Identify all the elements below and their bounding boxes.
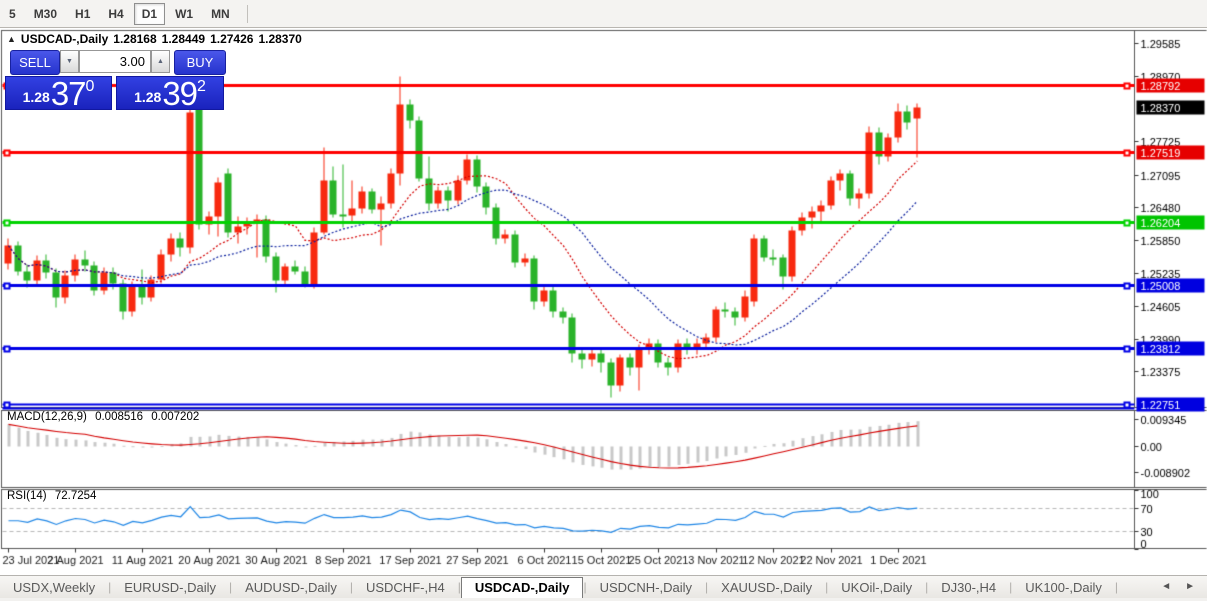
tab-scroll-right-icon[interactable]: ► — [1185, 580, 1195, 592]
timeframe-button-M30[interactable]: M30 — [33, 6, 58, 21]
tab-separator: | — [228, 580, 233, 594]
ohlc-open: 1.28168 — [113, 32, 157, 46]
tab-separator: | — [349, 580, 353, 594]
sell-button[interactable]: SELL — [10, 50, 60, 75]
timeframe-button-H1[interactable]: H1 — [75, 6, 91, 21]
buy-price-quote[interactable]: 1.28 39 2 — [116, 76, 224, 110]
tab-separator: | — [457, 580, 461, 594]
sell-price-big-digits: 37 — [50, 74, 87, 112]
price-chart-canvas[interactable] — [0, 28, 1207, 571]
chart-tab-usdchf-h4[interactable]: USDCHF-,H4 — [365, 580, 445, 595]
volume-input[interactable]: 3.00 — [79, 50, 151, 73]
chart-tab-bar: USDX,Weekly | EURUSD-,Daily | AUDUSD-,Daily |… — [0, 575, 1207, 598]
tab-separator: | — [108, 580, 112, 594]
chart-window: ▲ USDCAD-,Daily 1.28168 1.28449 1.27426 … — [0, 28, 1207, 571]
tab-separator: | — [1114, 580, 1118, 594]
chart-tab-usdx-weekly[interactable]: USDX,Weekly — [13, 580, 96, 595]
tab-scroll-left-icon[interactable]: ◄ — [1161, 580, 1172, 592]
volume-increment-button[interactable]: ▲ — [151, 50, 170, 73]
timeframe-button-5[interactable]: 5 — [9, 6, 16, 21]
rsi-indicator-label: RSI(14) 72.7254 — [7, 490, 101, 502]
volume-decrement-button[interactable]: ▼ — [60, 50, 79, 73]
timeframe-toolbar: 5 M30 H1 H4 D1 W1 MN — [0, 0, 1207, 28]
toolbar-separator — [246, 4, 248, 23]
ohlc-close: 1.28370 — [258, 32, 302, 46]
chart-tab-usdcad-daily[interactable]: USDCAD-,Daily — [460, 577, 584, 598]
buy-button[interactable]: BUY — [174, 50, 226, 75]
tab-separator: | — [583, 580, 587, 594]
macd-indicator-label: MACD(12,26,9) 0.008516 0.007202 — [7, 411, 204, 423]
chart-tab-ukoil-daily[interactable]: UKOil-,Daily — [841, 580, 913, 595]
macd-name: MACD(12,26,9) — [7, 411, 87, 423]
status-strip — [0, 598, 1207, 601]
tab-separator: | — [925, 580, 929, 594]
chart-ohlc-title: ▲ USDCAD-,Daily 1.28168 1.28449 1.27426 … — [7, 32, 302, 46]
chart-tab-xauusd-daily[interactable]: XAUUSD-,Daily — [721, 580, 813, 595]
symbol-period-label: USDCAD-,Daily — [20, 32, 109, 46]
chevron-up-icon: ▲ — [157, 58, 164, 65]
tab-separator: | — [1009, 580, 1013, 594]
tab-scroll-controls: ◄ ► — [1161, 575, 1195, 597]
chart-tab-dj30-h4[interactable]: DJ30-,H4 — [941, 580, 997, 595]
macd-value: 0.008516 — [95, 411, 144, 423]
ohlc-high: 1.28449 — [161, 32, 206, 46]
buy-price-prefix: 1.28 — [134, 89, 162, 105]
sell-price-prefix: 1.28 — [22, 89, 50, 105]
buy-price-pip-digit: 2 — [197, 78, 206, 95]
ohlc-low: 1.27426 — [210, 32, 254, 46]
chart-tab-usdcnh-daily[interactable]: USDCNH-,Daily — [599, 580, 693, 595]
rsi-name: RSI(14) — [7, 490, 47, 502]
macd-signal-value: 0.007202 — [151, 411, 200, 423]
timeframe-button-H4[interactable]: H4 — [108, 6, 124, 21]
timeframe-button-MN[interactable]: MN — [211, 6, 230, 21]
chart-tab-audusd-daily[interactable]: AUDUSD-,Daily — [245, 580, 337, 595]
tab-separator: | — [705, 580, 709, 594]
timeframe-button-W1[interactable]: W1 — [175, 6, 194, 21]
buy-price-big-digits: 39 — [162, 74, 198, 112]
chart-tab-eurusd-daily[interactable]: EURUSD-,Daily — [124, 580, 216, 595]
sell-price-quote[interactable]: 1.28 37 0 — [5, 76, 112, 110]
sell-price-pip-digit: 0 — [85, 78, 95, 95]
tab-separator: | — [825, 580, 829, 594]
collapse-panel-icon[interactable]: ▲ — [7, 34, 16, 44]
chart-tab-uk100-daily[interactable]: UK100-,Daily — [1025, 580, 1102, 595]
chevron-down-icon: ▼ — [66, 58, 73, 65]
rsi-value: 72.7254 — [54, 490, 97, 502]
timeframe-button-D1[interactable]: D1 — [133, 2, 166, 25]
